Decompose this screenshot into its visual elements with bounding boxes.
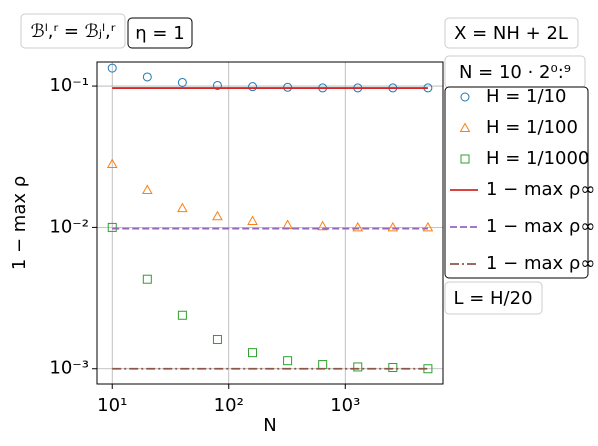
y-tick-label: 10⁻¹ [49,75,89,96]
data-point [352,221,364,232]
data-point [422,221,434,232]
data-point [248,82,258,92]
y-tick-label: 10⁻² [49,216,89,237]
annotation: ℬˡ,ʳ = ℬⱼˡ,ʳ [31,21,116,42]
y-axis-label: 1 − max ρ [9,176,30,270]
annotation: N = 10 · 2⁰:⁹ [459,62,571,83]
legend-label: 1 − max ρ∞ [486,216,595,237]
data-point [459,122,471,132]
data-point [177,202,188,213]
legend-label: H = 1/10 [486,86,566,107]
data-point [142,72,152,82]
data-point [212,210,223,221]
data-point [177,77,187,87]
annotation: η = 1 [135,23,184,44]
plot-frame [96,61,444,385]
data-point [317,220,329,231]
y-tick-label: 10⁻³ [49,358,89,379]
data-point [141,184,153,194]
data-point [388,363,398,373]
x-tick-label: 10² [214,395,244,416]
data-point [177,310,187,320]
annotation-box [20,13,126,49]
legend-box [444,86,589,279]
data-point [212,335,222,345]
annotation-box [444,17,579,49]
x-tick-label: 10³ [330,395,360,416]
data-point [142,274,152,284]
plot-area [97,62,443,384]
x-axis-label: N [263,415,276,436]
legend-label: H = 1/1000 [486,148,589,169]
data-point [107,222,117,232]
annotation: L = H/20 [453,288,532,309]
data-point [248,348,258,358]
data-point [107,63,117,73]
data-point [460,92,470,102]
data-point [387,221,399,232]
annotation: X = NH + 2L [454,23,568,44]
annotation-box [444,281,543,315]
legend-label: 1 − max ρ∞ [486,179,595,200]
data-point [460,154,470,164]
legend-label: H = 1/100 [486,117,578,138]
data-point [283,356,293,366]
data-point [247,215,258,226]
legend-label: 1 − max ρ∞ [486,253,595,274]
annotation-box [127,17,193,49]
data-point [106,158,118,168]
x-tick-label: 10¹ [97,395,127,416]
data-point [353,362,363,372]
data-point [212,80,222,90]
